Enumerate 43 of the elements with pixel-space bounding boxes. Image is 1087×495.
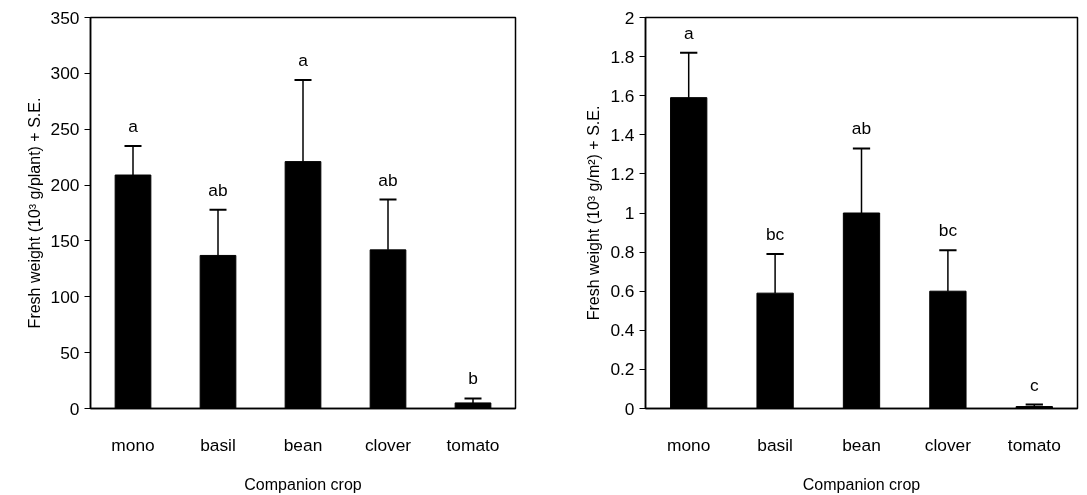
x-tick-label: bean xyxy=(842,434,881,455)
annotation: ab xyxy=(378,169,398,190)
y-tick-label: 0.8 xyxy=(610,242,635,263)
y-tick-label: 1.4 xyxy=(610,124,635,145)
y-tick-label: 100 xyxy=(50,286,80,307)
y-axis-title: Fresh weight (10³ g/plant) + S.E. xyxy=(25,97,43,329)
y-axis-title: Fresh weight (10³ g/m²) + S.E. xyxy=(585,105,603,321)
y-tick-label: 0 xyxy=(69,398,80,419)
y-tick-label: 2 xyxy=(624,7,635,28)
x-tick-label: tomato xyxy=(446,434,500,455)
y-tick-label: 1 xyxy=(624,203,635,223)
annotation: a xyxy=(128,115,139,136)
y-tick-label: 150 xyxy=(50,230,80,251)
x-axis-title: Companion crop xyxy=(802,475,921,493)
annotation: a xyxy=(683,22,694,43)
x-tick-label: clover xyxy=(924,434,972,455)
y-tick-label: 350 xyxy=(50,7,80,28)
x-tick-label: mono xyxy=(111,434,155,455)
y-tick-label: 1.2 xyxy=(610,163,635,184)
annotation: c xyxy=(1029,374,1039,395)
y-tick-label: 0.6 xyxy=(610,281,635,302)
annotation: bc xyxy=(765,224,785,245)
x-tick-label: mono xyxy=(667,434,711,455)
annotation: b xyxy=(468,368,478,389)
x-axis-title: Companion crop xyxy=(244,475,362,493)
x-tick-label: basil xyxy=(757,434,793,455)
y-tick-label: 1.8 xyxy=(610,46,635,67)
x-tick-label: tomato xyxy=(1007,434,1061,455)
y-tick-label: 0 xyxy=(624,398,635,419)
y-tick-label: 0.2 xyxy=(610,359,635,380)
annotation: ab xyxy=(208,179,228,200)
annotation: a xyxy=(298,50,309,71)
annotation: bc xyxy=(938,220,958,241)
x-tick-label: basil xyxy=(200,434,236,455)
y-tick-label: 200 xyxy=(50,175,80,196)
y-tick-label: 0.4 xyxy=(610,320,635,341)
y-tick-label: 1.6 xyxy=(610,85,635,106)
y-tick-label: 300 xyxy=(50,63,80,84)
y-tick-label: 50 xyxy=(60,342,80,363)
annotation: ab xyxy=(851,118,872,139)
x-tick-label: bean xyxy=(283,434,323,455)
x-tick-label: clover xyxy=(364,434,412,455)
y-tick-label: 250 xyxy=(50,119,80,140)
